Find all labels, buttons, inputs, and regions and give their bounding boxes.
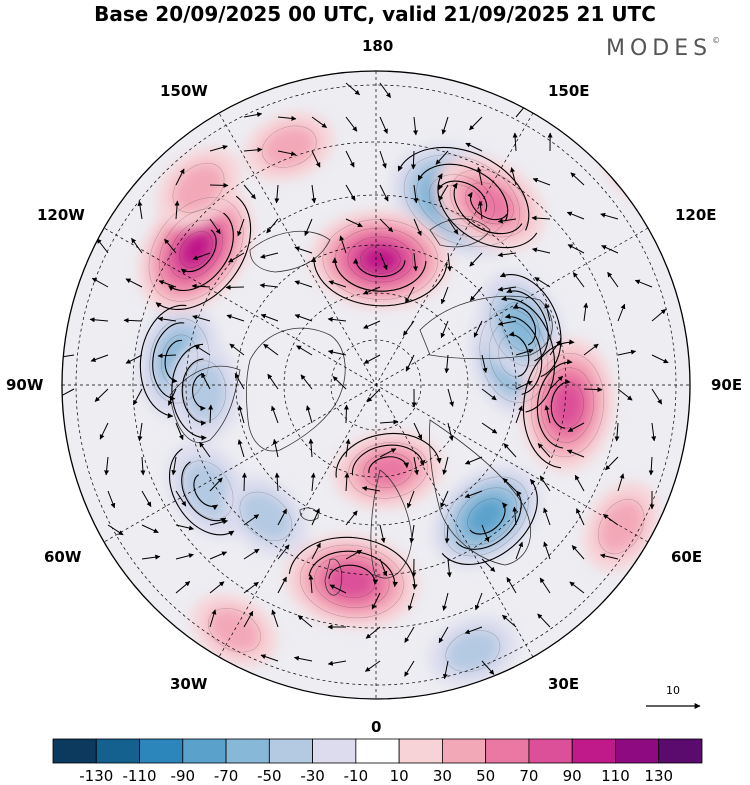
longitude-label-180: 180 bbox=[362, 37, 393, 55]
longitude-label-30e: 30E bbox=[548, 675, 579, 693]
colorbar-label-7: 10 bbox=[390, 767, 409, 785]
longitude-label-90w: 90W bbox=[6, 376, 43, 394]
colorbar-swatch-3 bbox=[183, 739, 226, 763]
longitude-label-30w: 30W bbox=[170, 675, 207, 693]
longitude-label-150e: 150E bbox=[548, 82, 590, 100]
colorbar-label-10: 70 bbox=[519, 767, 538, 785]
streamline-14-0 bbox=[621, 149, 652, 183]
colorbar-label-1: -110 bbox=[123, 767, 157, 785]
colorbar-swatch-9 bbox=[442, 739, 485, 763]
map-disc bbox=[56, 71, 699, 699]
longitude-label-150w: 150W bbox=[160, 82, 208, 100]
colorbar-swatch-13 bbox=[615, 739, 658, 763]
colorbar-label-11: 90 bbox=[563, 767, 582, 785]
colorbar-swatch-12 bbox=[572, 739, 615, 763]
colorbar-label-6: -10 bbox=[344, 767, 369, 785]
colorbar-swatch-1 bbox=[96, 739, 139, 763]
colorbar-label-9: 50 bbox=[476, 767, 495, 785]
wind-reference-label: 10 bbox=[666, 684, 680, 697]
colorbar-swatch-7 bbox=[356, 739, 399, 763]
colorbar-swatch-2 bbox=[140, 739, 183, 763]
longitude-label-60e: 60E bbox=[671, 548, 702, 566]
longitude-label-0: 0 bbox=[371, 718, 381, 736]
wind-vector-143 bbox=[346, 405, 347, 423]
colorbar-swatch-10 bbox=[486, 739, 529, 763]
wind-vector-70 bbox=[226, 287, 244, 288]
colorbar-label-12: 110 bbox=[601, 767, 630, 785]
colorbar-label-3: -70 bbox=[214, 767, 239, 785]
colorbar-swatch-8 bbox=[399, 739, 442, 763]
colorbar-label-2: -90 bbox=[171, 767, 196, 785]
colorbar bbox=[53, 739, 702, 763]
colorbar-label-8: 30 bbox=[433, 767, 452, 785]
colorbar-swatch-6 bbox=[313, 739, 356, 763]
colorbar-swatch-14 bbox=[659, 739, 702, 763]
colorbar-label-0: -130 bbox=[79, 767, 113, 785]
colorbar-label-5: -30 bbox=[300, 767, 325, 785]
colorbar-swatch-0 bbox=[53, 739, 96, 763]
longitude-label-120w: 120W bbox=[37, 206, 85, 224]
longitude-label-60w: 60W bbox=[44, 548, 81, 566]
colorbar-label-13: 130 bbox=[644, 767, 673, 785]
longitude-label-120e: 120E bbox=[675, 206, 717, 224]
wind-vector-174 bbox=[244, 473, 245, 491]
colorbar-swatch-4 bbox=[226, 739, 269, 763]
wind-vector-133 bbox=[584, 389, 602, 390]
colorbar-label-4: -50 bbox=[257, 767, 282, 785]
colorbar-swatch-5 bbox=[269, 739, 312, 763]
colorbar-swatch-11 bbox=[529, 739, 572, 763]
longitude-label-90e: 90E bbox=[711, 376, 742, 394]
